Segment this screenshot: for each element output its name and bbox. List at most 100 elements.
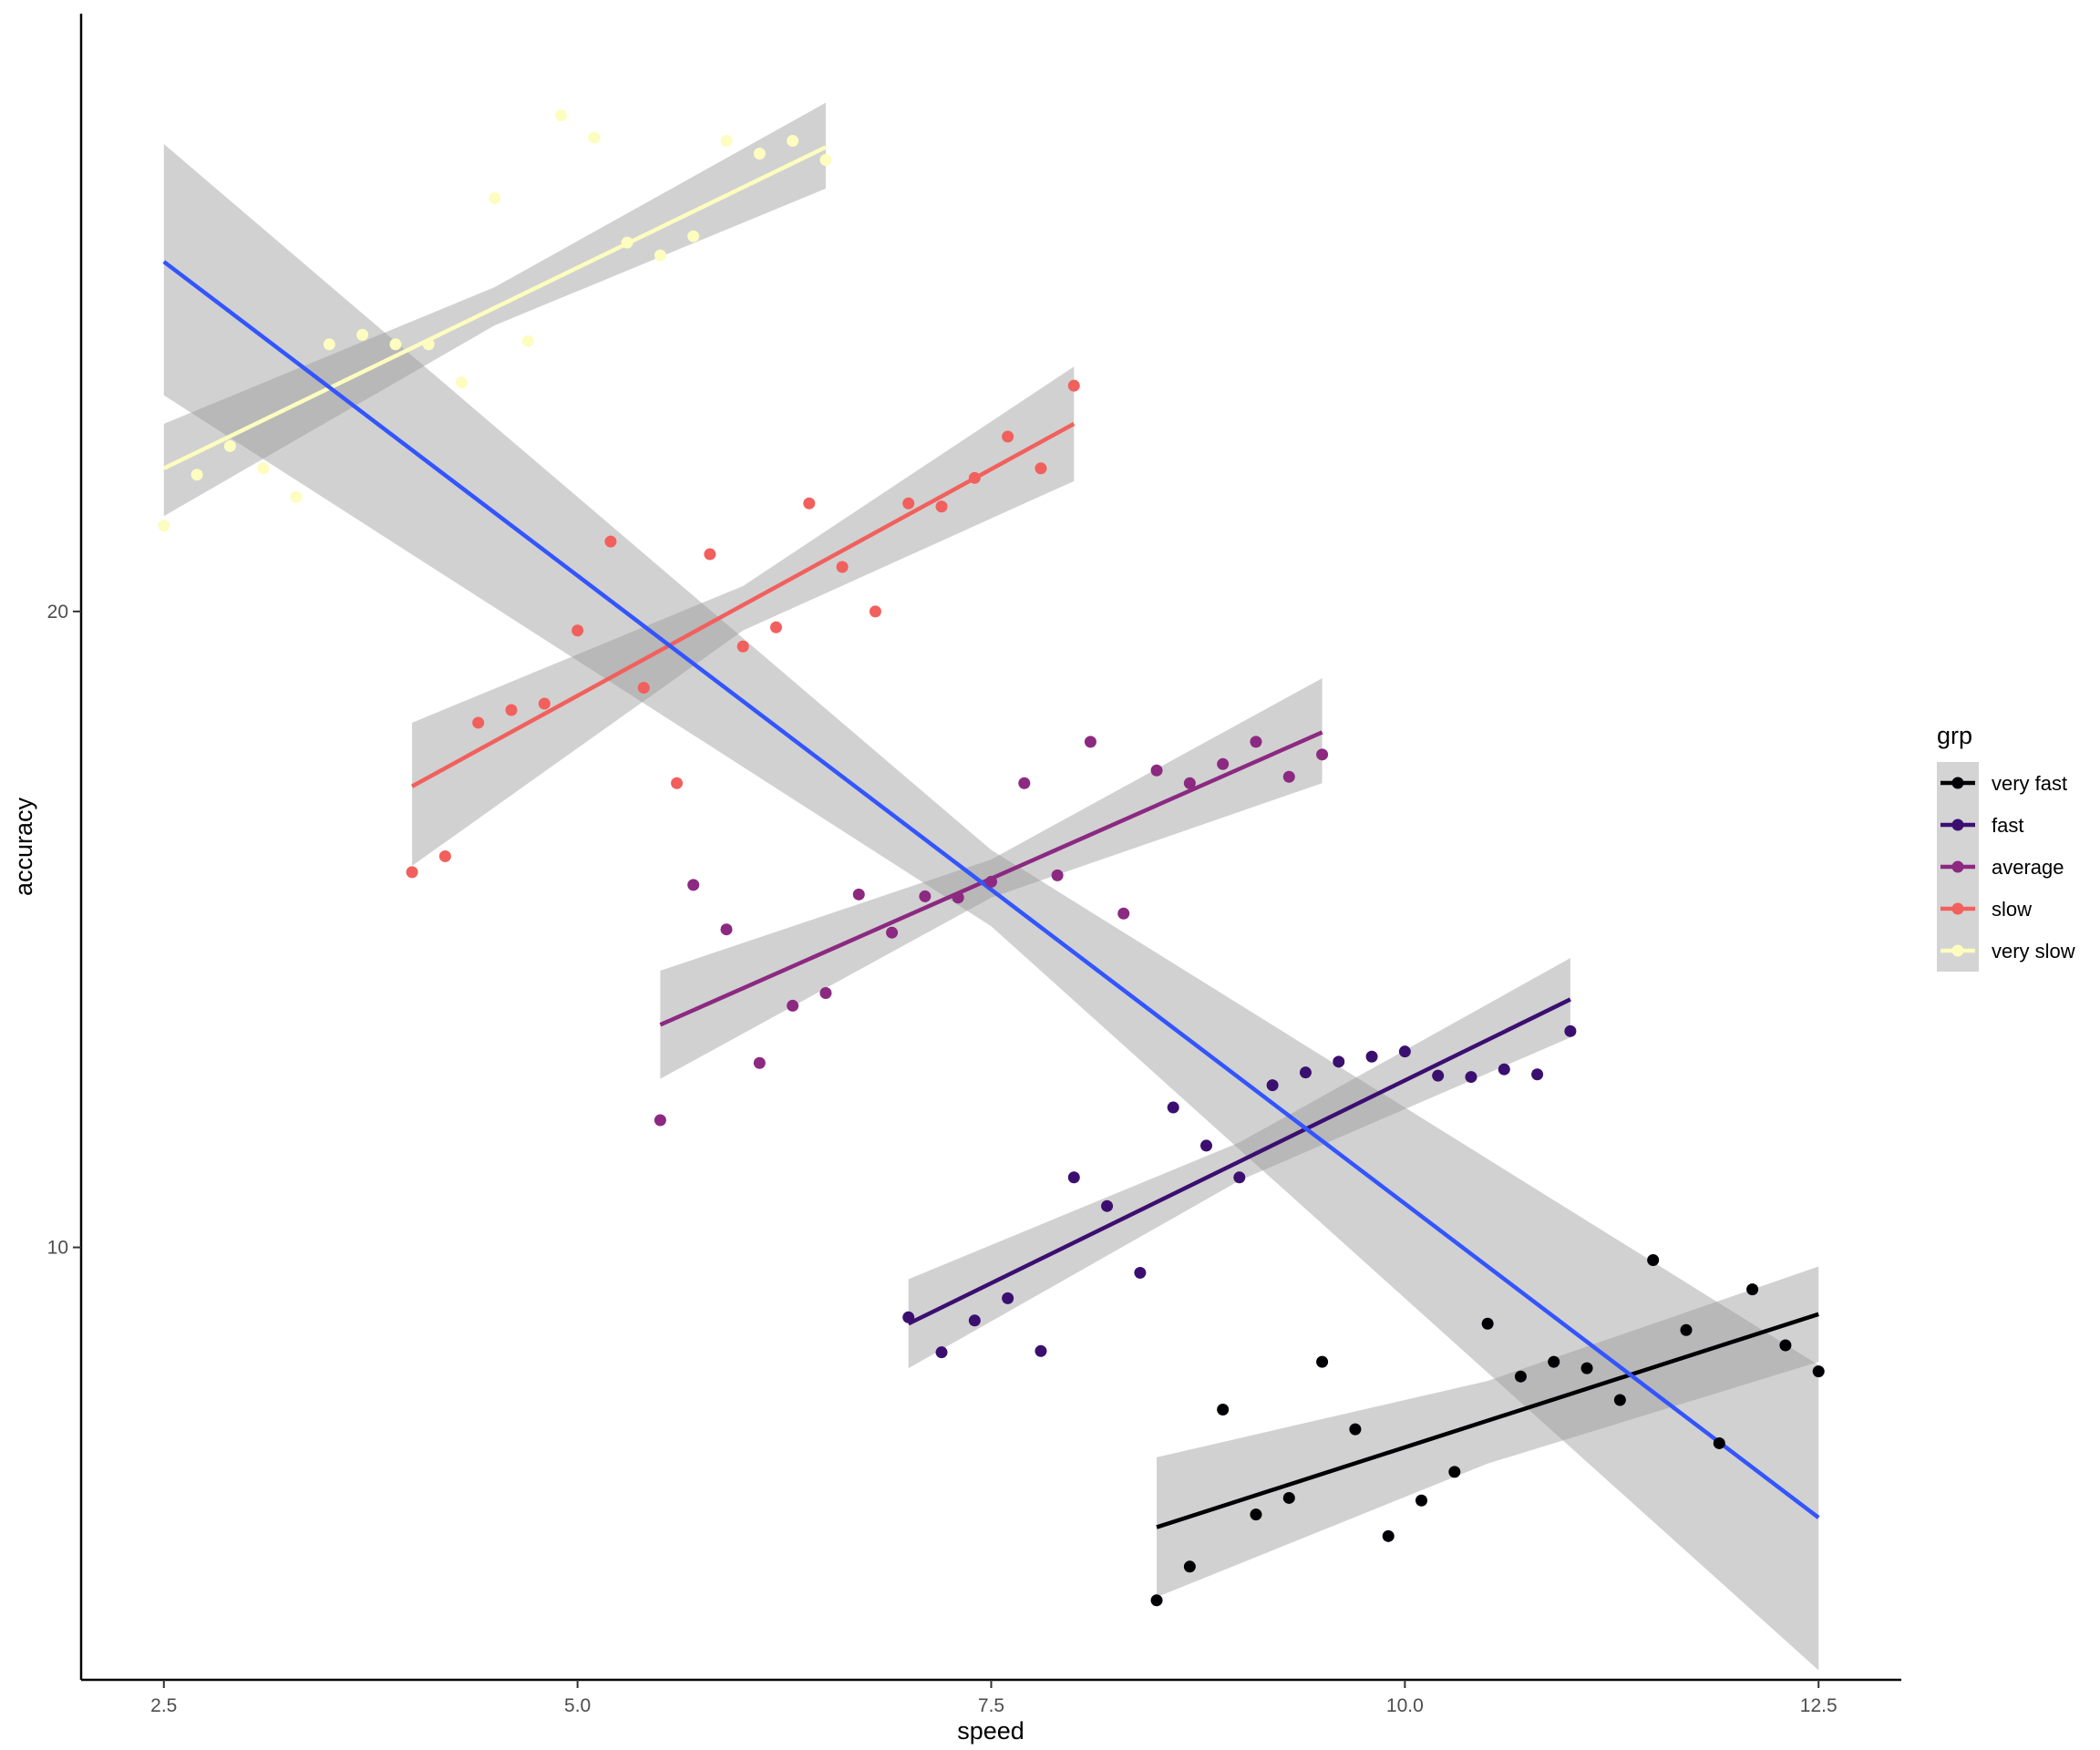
point-slow: [438, 849, 451, 862]
point-average: [1316, 748, 1329, 761]
point-average: [1282, 770, 1295, 783]
point-average: [1051, 869, 1064, 881]
point-very-slow: [819, 153, 832, 166]
point-very-fast: [1613, 1394, 1626, 1406]
point-average: [1084, 736, 1096, 748]
point-slow: [472, 716, 485, 729]
legend: grp very fast fast average slow very slow: [1937, 722, 2075, 972]
point-slow: [869, 605, 881, 618]
ci-band-slow: [412, 366, 1075, 866]
point-very-slow: [521, 335, 534, 347]
legend-label-very-slow: very slow: [1992, 940, 2075, 962]
x-tick-label: 2.5: [150, 1695, 177, 1716]
point-very-slow: [158, 520, 170, 532]
legend-key-dot-fast: [1951, 818, 1964, 831]
point-average: [919, 890, 932, 902]
point-very-slow: [290, 490, 303, 503]
point-fast: [902, 1311, 915, 1323]
point-very-fast: [1746, 1283, 1759, 1296]
point-fast: [935, 1346, 948, 1359]
point-very-fast: [1217, 1403, 1230, 1415]
ci-band-very-fast: [1157, 1266, 1819, 1598]
point-very-fast: [1548, 1355, 1560, 1368]
fit-line-fast: [907, 997, 1571, 1326]
point-slow: [836, 561, 849, 573]
point-fast: [1266, 1079, 1279, 1092]
fit-line-very-fast: [1156, 1312, 1819, 1529]
point-fast: [1002, 1292, 1014, 1304]
point-average: [1018, 777, 1031, 789]
point-average: [1250, 736, 1262, 748]
point-very-slow: [720, 135, 733, 148]
point-very-fast: [1282, 1491, 1295, 1504]
point-slow: [505, 704, 518, 716]
point-very-slow: [456, 376, 468, 389]
point-fast: [1233, 1171, 1246, 1184]
point-very-slow: [356, 328, 369, 341]
point-very-slow: [621, 236, 633, 249]
data-points: [158, 109, 1825, 1607]
point-very-slow: [787, 135, 799, 148]
fit-line-overall: [162, 260, 1820, 1519]
point-very-slow: [190, 468, 203, 481]
point-very-slow: [489, 191, 501, 204]
point-fast: [1134, 1266, 1147, 1279]
legend-key-dot-very-slow: [1951, 944, 1964, 957]
point-slow: [902, 497, 915, 510]
ci-band-overall: [163, 144, 1819, 1671]
point-very-slow: [753, 147, 766, 160]
point-very-fast: [1250, 1508, 1262, 1521]
point-very-fast: [1779, 1339, 1792, 1352]
point-very-fast: [1514, 1370, 1527, 1383]
point-slow: [671, 777, 684, 789]
point-fast: [1035, 1344, 1047, 1357]
point-very-fast: [1448, 1466, 1461, 1478]
point-slow: [637, 682, 650, 695]
x-tick-label: 5.0: [564, 1695, 591, 1716]
point-fast: [1167, 1101, 1179, 1114]
point-very-slow: [554, 109, 567, 122]
fit-line-very-slow: [162, 145, 827, 470]
point-slow: [935, 500, 948, 513]
point-very-fast: [1183, 1560, 1196, 1573]
x-tick-label: 12.5: [1800, 1695, 1838, 1716]
point-fast: [1333, 1055, 1345, 1068]
point-fast: [1531, 1068, 1544, 1081]
point-average: [1117, 907, 1130, 920]
point-very-fast: [1713, 1436, 1725, 1449]
legend-title: grp: [1937, 722, 1972, 749]
point-average: [787, 999, 799, 1012]
point-very-slow: [654, 249, 666, 262]
point-average: [852, 888, 865, 901]
point-fast: [1299, 1066, 1312, 1079]
point-very-fast: [1647, 1254, 1660, 1267]
point-slow: [736, 640, 749, 653]
point-fast: [1101, 1199, 1114, 1212]
point-average: [753, 1056, 766, 1069]
point-average: [1183, 777, 1196, 789]
point-slow: [1035, 462, 1047, 475]
x-axis-title: speed: [957, 1717, 1024, 1745]
point-average: [1217, 757, 1230, 770]
point-very-fast: [1415, 1494, 1428, 1507]
legend-label-slow: slow: [1992, 898, 2032, 921]
point-slow: [1067, 379, 1080, 392]
fit-line-slow: [411, 422, 1076, 788]
y-tick-label: 10: [47, 1238, 68, 1259]
x-tick-label: 7.5: [978, 1695, 1004, 1716]
point-slow: [406, 866, 418, 879]
y-axis-ticks: 10 20: [47, 602, 81, 1259]
point-average: [886, 926, 899, 939]
point-average: [985, 875, 997, 888]
point-fast: [1564, 1024, 1577, 1037]
point-very-fast: [1580, 1362, 1593, 1374]
point-slow: [968, 471, 981, 484]
point-slow: [704, 548, 716, 561]
point-average: [720, 923, 733, 936]
legend-key-dot-average: [1951, 860, 1964, 873]
point-very-slow: [687, 230, 700, 242]
point-very-fast: [1349, 1423, 1362, 1436]
legend-key-dot-slow: [1951, 902, 1964, 915]
point-fast: [968, 1314, 981, 1327]
y-tick-label: 20: [47, 602, 68, 623]
